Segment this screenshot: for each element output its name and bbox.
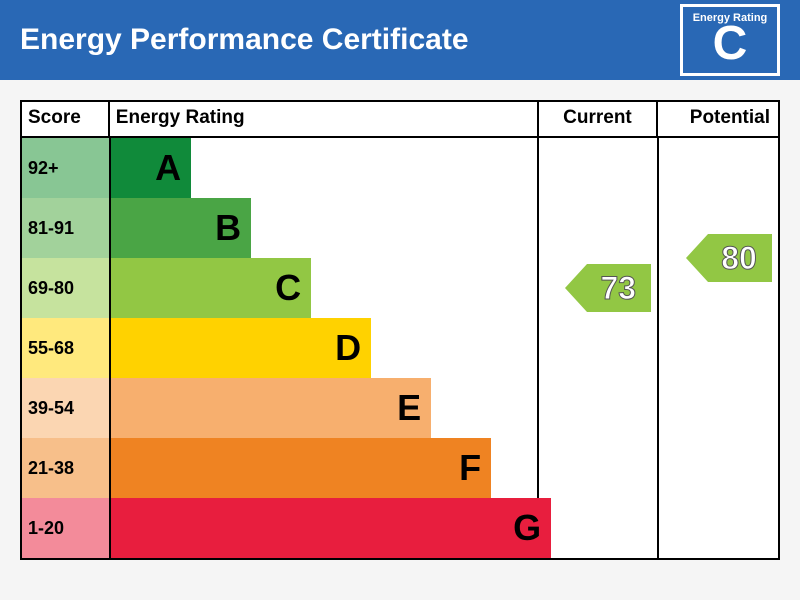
score-range-e: 39-54 (22, 378, 109, 438)
score-range-c: 69-80 (22, 258, 109, 318)
band-row-d: D (111, 318, 536, 378)
current-column: 73 (539, 138, 660, 558)
score-range-a: 92+ (22, 138, 109, 198)
current-arrow-value: 73 (587, 264, 651, 312)
band-row-g: G (111, 498, 536, 558)
rating-box-letter: C (683, 20, 777, 68)
epc-chart: Score Energy Rating Current Potential 92… (20, 100, 780, 560)
score-range-d: 55-68 (22, 318, 109, 378)
current-arrow: 73 (565, 264, 651, 312)
band-b: B (111, 198, 251, 258)
score-range-b: 81-91 (22, 198, 109, 258)
band-g: G (111, 498, 551, 558)
chart-body: 92+81-9169-8055-6839-5421-381-20 ABCDEFG… (22, 138, 778, 558)
col-rating: Energy Rating (110, 102, 539, 138)
band-row-b: B (111, 198, 536, 258)
band-a: A (111, 138, 191, 198)
band-row-a: A (111, 138, 536, 198)
header: Energy Performance Certificate Energy Ra… (0, 0, 800, 80)
potential-column: 80 (659, 138, 778, 558)
band-c: C (111, 258, 311, 318)
rating-column: ABCDEFG (111, 138, 538, 558)
potential-arrow: 80 (686, 234, 772, 282)
band-f: F (111, 438, 491, 498)
current-arrow-point-icon (565, 264, 587, 312)
col-current: Current (539, 102, 659, 138)
band-row-e: E (111, 378, 536, 438)
band-d: D (111, 318, 371, 378)
rating-box: Energy Rating C (680, 4, 780, 76)
score-range-f: 21-38 (22, 438, 109, 498)
col-score: Score (22, 102, 110, 138)
band-e: E (111, 378, 431, 438)
score-range-g: 1-20 (22, 498, 109, 558)
page-title: Energy Performance Certificate (20, 23, 469, 57)
col-potential: Potential (658, 102, 778, 138)
score-column: 92+81-9169-8055-6839-5421-381-20 (22, 138, 111, 558)
chart-header-row: Score Energy Rating Current Potential (22, 102, 778, 138)
potential-arrow-point-icon (686, 234, 708, 282)
band-row-f: F (111, 438, 536, 498)
potential-arrow-value: 80 (708, 234, 772, 282)
band-row-c: C (111, 258, 536, 318)
